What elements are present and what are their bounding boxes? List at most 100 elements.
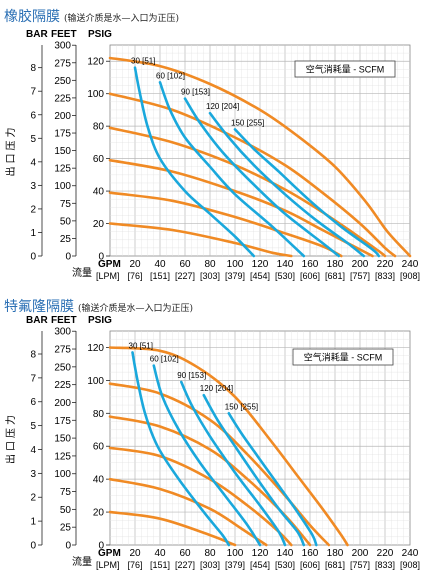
bar-tick-label: 6 bbox=[30, 397, 36, 408]
feet-tick-label: 0 bbox=[65, 541, 71, 552]
lpm-tick-label: [76] bbox=[127, 560, 142, 570]
psig-tick-label: 100 bbox=[87, 89, 104, 100]
lpm-tick-label: [757] bbox=[350, 271, 370, 281]
air-consumption-curve bbox=[158, 81, 306, 258]
psig-tick-label: 120 bbox=[87, 57, 104, 68]
feet-axis-header: FEET bbox=[51, 315, 77, 326]
feet-tick-label: 25 bbox=[60, 523, 72, 534]
chart-title: 特氟隆隔膜 (输送介质是水—入口为正压) bbox=[4, 296, 193, 316]
lpm-tick-label: [908] bbox=[400, 560, 420, 570]
bar-tick-label: 8 bbox=[30, 63, 36, 74]
gpm-tick-label: 240 bbox=[402, 548, 419, 559]
air-curve-label: 120 [204] bbox=[200, 384, 233, 393]
bar-tick-label: 8 bbox=[30, 349, 36, 360]
feet-tick-label: 175 bbox=[54, 416, 71, 427]
lpm-tick-label: [606] bbox=[300, 560, 320, 570]
air-curve-label: 150 [255] bbox=[225, 402, 258, 411]
feet-tick-label: 125 bbox=[54, 451, 71, 462]
bar-axis-header: BAR bbox=[26, 315, 48, 326]
subtitle-text: (输送介质是水—入口为正压) bbox=[78, 304, 194, 314]
lpm-tick-label: [151] bbox=[150, 271, 170, 281]
pressure-curve bbox=[108, 56, 412, 258]
feet-tick-label: 275 bbox=[54, 58, 71, 69]
gpm-tick-label: 100 bbox=[227, 548, 244, 559]
feet-tick-label: 0 bbox=[65, 252, 71, 263]
bar-tick-label: 6 bbox=[30, 110, 36, 121]
air-consumption-curve bbox=[202, 393, 306, 547]
feet-tick-label: 225 bbox=[54, 93, 71, 104]
lpm-tick-label: [908] bbox=[400, 271, 420, 281]
feet-tick-label: 300 bbox=[54, 41, 71, 52]
pressure-curve bbox=[108, 346, 349, 547]
feet-tick-label: 125 bbox=[54, 164, 71, 175]
air-curve-label: 150 [255] bbox=[231, 118, 264, 127]
feet-tick-label: 175 bbox=[54, 129, 71, 140]
pressure-curve bbox=[108, 92, 397, 258]
lpm-axis-header: [LPM] bbox=[96, 271, 120, 281]
feet-tick-label: 225 bbox=[54, 380, 71, 391]
psig-axis-header: PSIG bbox=[88, 29, 112, 40]
bar-tick-label: 0 bbox=[30, 541, 36, 552]
lpm-tick-label: [227] bbox=[175, 271, 195, 281]
lpm-tick-label: [681] bbox=[325, 560, 345, 570]
lpm-axis-header: [LPM] bbox=[96, 560, 120, 570]
psig-tick-label: 80 bbox=[93, 122, 105, 133]
feet-tick-label: 100 bbox=[54, 181, 71, 192]
air-curve-label: 120 [204] bbox=[206, 102, 239, 111]
legend-box bbox=[292, 348, 394, 366]
air-consumption-curve bbox=[133, 66, 256, 258]
bar-tick-label: 5 bbox=[30, 134, 36, 145]
bar-tick-label: 2 bbox=[30, 204, 36, 215]
feet-tick-label: 150 bbox=[54, 146, 71, 157]
feet-tick-label: 200 bbox=[54, 111, 71, 122]
lpm-tick-label: [757] bbox=[350, 560, 370, 570]
bar-tick-label: 1 bbox=[30, 517, 36, 528]
chart-svg: BAR FEET PSIG出口压力0123456780255075100125150… bbox=[4, 315, 420, 570]
air-curve-label: 30 [51] bbox=[131, 57, 155, 66]
air-consumption-curve bbox=[183, 97, 341, 258]
lpm-tick-label: [227] bbox=[175, 560, 195, 570]
gpm-tick-label: 120 bbox=[252, 548, 269, 559]
gpm-tick-label: 140 bbox=[277, 259, 294, 270]
psig-tick-label: 0 bbox=[98, 252, 104, 263]
gpm-tick-label: 120 bbox=[252, 259, 269, 270]
psig-tick-label: 20 bbox=[93, 219, 105, 230]
feet-tick-label: 275 bbox=[54, 345, 71, 356]
gpm-tick-label: 80 bbox=[204, 259, 216, 270]
pressure-curve bbox=[108, 191, 343, 258]
flow-label: 流量 bbox=[72, 266, 92, 279]
gpm-tick-label: 220 bbox=[377, 259, 394, 270]
gpm-tick-label: 220 bbox=[377, 548, 394, 559]
gpm-tick-label: 40 bbox=[154, 548, 166, 559]
psig-axis-header: PSIG bbox=[88, 315, 112, 326]
air-curve-label: 90 [153] bbox=[177, 371, 206, 380]
subtitle-text: (输送介质是水—入口为正压) bbox=[64, 14, 180, 24]
ptfe-diaphragm-chart: 特氟隆隔膜 (输送介质是水—入口为正压) BAR FEET PSIG 出口压力 0 1 2 3 4… bbox=[0, 290, 425, 584]
bar-tick-label: 3 bbox=[30, 181, 36, 192]
gpm-axis-header: GPM bbox=[98, 548, 121, 559]
psig-tick-label: 60 bbox=[93, 442, 105, 453]
gpm-tick-label: 200 bbox=[352, 548, 369, 559]
title-text: 橡胶隔膜 bbox=[4, 9, 60, 25]
feet-tick-label: 50 bbox=[60, 216, 72, 227]
chart-svg: BAR FEET PSIG出口压力0123456780255075100125150… bbox=[4, 29, 420, 281]
pressure-curve bbox=[108, 222, 293, 258]
feet-tick-label: 75 bbox=[60, 199, 72, 210]
bar-tick-label: 7 bbox=[30, 87, 36, 98]
bar-tick-label: 4 bbox=[30, 157, 36, 168]
psig-tick-label: 40 bbox=[93, 475, 105, 486]
gpm-tick-label: 20 bbox=[129, 259, 141, 270]
pressure-curve bbox=[108, 126, 387, 258]
air-consumption-curve bbox=[152, 364, 262, 547]
gpm-tick-label: 200 bbox=[352, 259, 369, 270]
gpm-tick-label: 40 bbox=[154, 259, 166, 270]
feet-tick-label: 50 bbox=[60, 505, 72, 516]
bar-tick-label: 5 bbox=[30, 421, 36, 432]
air-curve-label: 30 [51] bbox=[129, 341, 153, 350]
air-curve-label: 60 [102] bbox=[156, 71, 185, 80]
flow-label: 流量 bbox=[72, 555, 92, 568]
lpm-tick-label: [530] bbox=[275, 560, 295, 570]
feet-tick-label: 300 bbox=[54, 327, 71, 338]
air-curve-label: 90 [153] bbox=[181, 88, 210, 97]
lpm-tick-label: [303] bbox=[200, 271, 220, 281]
